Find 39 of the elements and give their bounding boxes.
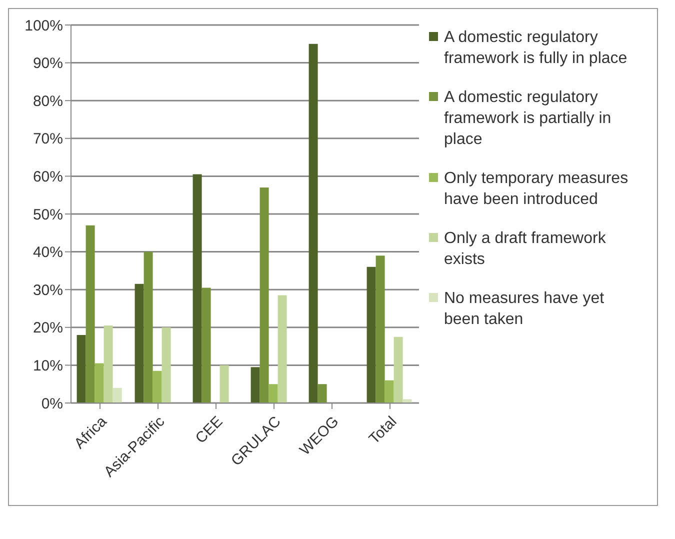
- bar: [76, 334, 86, 403]
- bar: [278, 295, 287, 403]
- y-tick-label: 40%: [32, 244, 63, 262]
- bar: [202, 288, 211, 403]
- bar: [144, 252, 153, 403]
- y-tick-label: 70%: [32, 130, 63, 148]
- bar: [308, 44, 318, 403]
- legend-label: A domestic regulatory framework is partially in place: [444, 88, 612, 150]
- bar: [268, 384, 278, 403]
- bar: [134, 284, 144, 403]
- y-tick-label: 100%: [24, 17, 63, 34]
- bar: [384, 380, 394, 403]
- bar: [112, 388, 122, 403]
- bar: [86, 225, 95, 403]
- bar: [94, 363, 104, 403]
- y-tick-label: 50%: [32, 206, 63, 224]
- bar: [318, 384, 327, 403]
- bar: [192, 174, 202, 403]
- bar: [366, 266, 376, 403]
- bar: [402, 399, 412, 403]
- legend-label: Only a draft framework exists: [444, 229, 607, 270]
- y-tick-label: 20%: [32, 320, 63, 337]
- legend-label: Only temporary measures have been introduced: [444, 169, 630, 210]
- legend-label: No measures have yet been taken: [444, 289, 606, 330]
- y-tick-label: 60%: [32, 168, 63, 186]
- y-tick-label: 0%: [41, 395, 63, 412]
- y-tick-label: 10%: [32, 358, 63, 375]
- bar: [220, 365, 229, 403]
- y-tick-label: 30%: [32, 282, 63, 299]
- bar: [104, 326, 113, 403]
- y-tick-label: 90%: [32, 55, 63, 72]
- bar: [250, 367, 260, 403]
- bar: [394, 336, 403, 403]
- bar: [260, 188, 269, 403]
- y-tick-label: 80%: [32, 92, 63, 110]
- bar: [162, 327, 171, 403]
- legend-label: A domestic regulatory framework is fully in place: [444, 28, 628, 69]
- bar: [152, 370, 162, 403]
- bar: [376, 256, 385, 403]
